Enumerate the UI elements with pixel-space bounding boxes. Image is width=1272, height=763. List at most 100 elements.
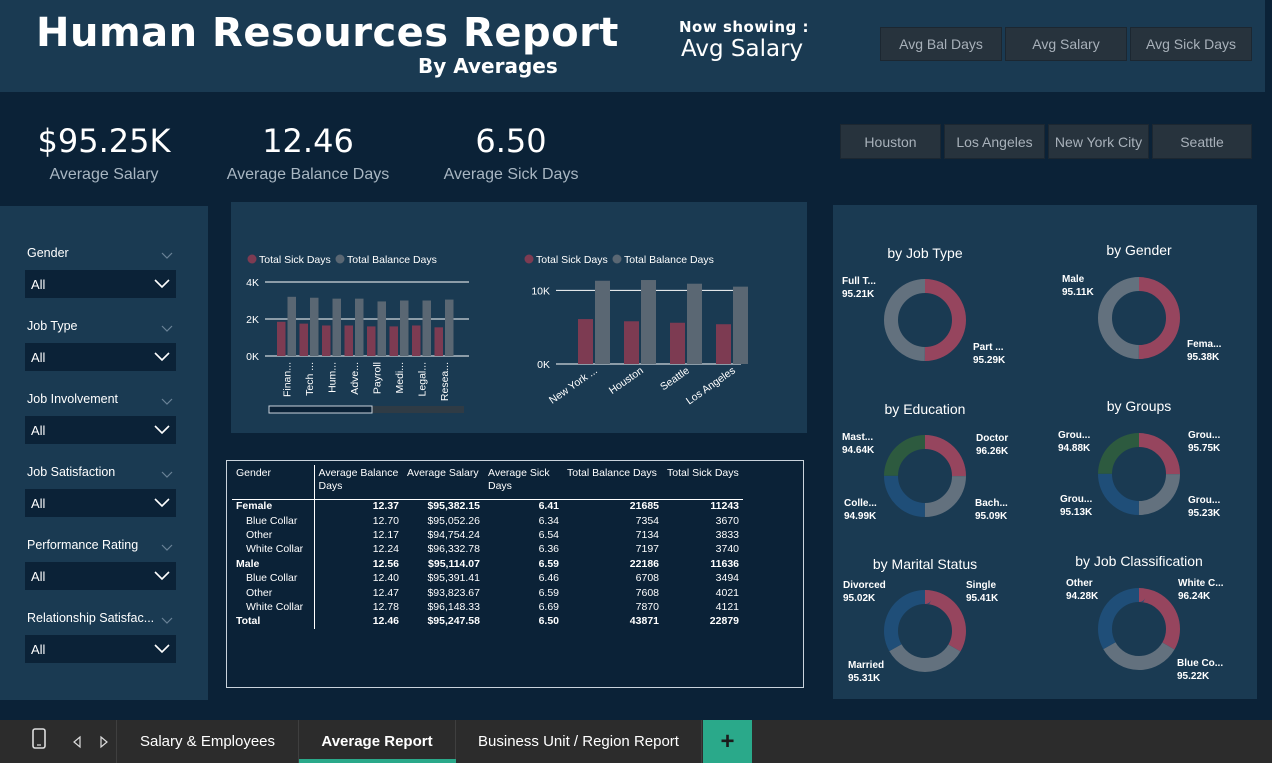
table-row: Male 12.56 $95,114.07 6.59 22186 11636 (232, 556, 743, 571)
bar-sick-days (412, 325, 421, 356)
table-row: Total 12.46 $95,247.58 6.50 43871 22879 (232, 614, 743, 629)
slice-label: Full T... (842, 276, 876, 287)
y-tick-label: 10K (531, 285, 550, 297)
donut-slice (884, 435, 966, 517)
add-page-button[interactable]: + (703, 720, 752, 763)
filter-label: Performance Rating (27, 538, 139, 552)
table-cell: 3494 (715, 572, 739, 585)
filter-dropdown[interactable]: All (25, 270, 176, 298)
filter-collapse-icon[interactable] (161, 539, 173, 557)
tab-salary-employees[interactable]: Salary & Employees (117, 720, 299, 763)
column-header[interactable]: Total Sick Days (667, 467, 739, 479)
legend-marker (612, 254, 622, 264)
slice-label: Grou... (1060, 494, 1093, 505)
table-row: White Collar 12.24 $96,332.78 6.36 7197 3740 (232, 542, 743, 557)
table-body: Female 12.37 $95,382.15 6.41 21685 11243 Blue … (232, 499, 743, 629)
column-header[interactable]: Average Balance Days (318, 467, 399, 492)
y-tick-label: 4K (246, 277, 259, 289)
slice-value: 95.38K (1187, 352, 1220, 363)
slice-label: Grou... (1188, 495, 1221, 506)
slice-value: 94.28K (1066, 591, 1099, 602)
avg-sick-days-button[interactable]: Avg Sick Days (1130, 27, 1252, 61)
table-cell: 6.59 (538, 586, 559, 599)
city-button-seattle[interactable]: Seattle (1152, 124, 1252, 159)
filter-value: All (31, 495, 46, 511)
donut-title: by Marital Status (872, 556, 978, 572)
bar-sick-days (389, 326, 398, 356)
legend-label: Total Sick Days (536, 254, 608, 266)
x-tick-label: Houston (607, 365, 646, 397)
bar-sick-days (624, 321, 639, 364)
chart-scrollbar-thumb (268, 405, 373, 414)
donut-data-label: Bach... 95.09K (975, 497, 1008, 523)
table-cell: $93,823.67 (427, 586, 480, 599)
table-cell: Other (232, 527, 315, 543)
bar-balance-days (287, 296, 296, 356)
report-title: Human Resources Report (36, 10, 619, 56)
tab-business-unit-region-report[interactable]: Business Unit / Region Report (456, 720, 702, 763)
filter-dropdown[interactable]: All (25, 343, 176, 371)
tab-average-report[interactable]: Average Report (299, 720, 456, 763)
column-header[interactable]: Gender (232, 465, 315, 499)
donut-chart (1098, 588, 1180, 670)
prev-page-icon[interactable] (72, 735, 82, 754)
city-button-los-angeles[interactable]: Los Angeles (944, 124, 1045, 159)
donut-data-label: Blue Co... 95.22K (1177, 657, 1223, 683)
next-page-icon[interactable] (99, 735, 109, 754)
filter-collapse-icon[interactable] (161, 466, 173, 484)
bar-charts-panel: Total Sick Days Total Balance Days 0K 2K 4K F… (231, 202, 807, 433)
donut-data-label: Part ... 95.29K (973, 341, 1005, 367)
slice-value: 95.21K (842, 289, 875, 300)
filter-dropdown[interactable]: All (25, 562, 176, 590)
donut-chart (884, 279, 966, 361)
filter-value: All (31, 276, 46, 292)
filter-collapse-icon[interactable] (161, 393, 173, 411)
donut-slice (884, 590, 966, 672)
donut-title: by Groups (1106, 398, 1172, 414)
table-cell: $94,754.24 (427, 528, 480, 541)
kpi-label: Average Sick Days (443, 166, 579, 183)
x-tick-label: Finan... (282, 362, 294, 397)
x-tick-label: Seattle (658, 365, 692, 394)
kpi-value: 12.46 (262, 122, 354, 160)
phone-layout-icon[interactable] (30, 727, 48, 756)
table-cell: 7870 (635, 600, 659, 613)
filter-dropdown[interactable]: All (25, 416, 176, 444)
table-cell: 3833 (715, 528, 739, 541)
table-cell: 4021 (715, 586, 739, 599)
filter-dropdown[interactable]: All (25, 635, 176, 663)
table-cell: $96,332.78 (427, 543, 480, 556)
city-button-new-york-city[interactable]: New York City (1048, 124, 1149, 159)
donut-title: by Job Classification (1075, 553, 1203, 569)
column-header[interactable]: Average Salary (407, 467, 479, 479)
y-tick-label: 0K (246, 351, 259, 363)
donut-data-label: Male 95.11K (1062, 273, 1094, 299)
filter-collapse-icon[interactable] (161, 320, 173, 338)
y-tick-label: 0K (537, 359, 550, 371)
bar-sick-days (344, 325, 353, 356)
avg-salary-button[interactable]: Avg Salary (1005, 27, 1127, 61)
x-tick-label: Legal... (417, 362, 429, 396)
table-cell: Blue Collar (232, 513, 315, 528)
donut-slice (1098, 433, 1180, 515)
filter-collapse-icon[interactable] (161, 247, 173, 265)
now-showing-value: Avg Salary (681, 36, 804, 62)
column-header[interactable]: Total Balance Days (567, 467, 657, 479)
table-cell: $95,391.41 (427, 572, 480, 585)
filter-collapse-icon[interactable] (161, 612, 173, 630)
avg-bal-days-button[interactable]: Avg Bal Days (880, 27, 1002, 61)
table-cell: White Collar (232, 542, 315, 557)
tab-divider (116, 720, 117, 763)
filter-dropdown[interactable]: All (25, 489, 176, 517)
column-header[interactable]: Average Sick Days (488, 467, 550, 492)
slice-value: 95.29K (973, 355, 1006, 366)
slice-label: Grou... (1058, 430, 1091, 441)
donut-data-label: Grou... 94.88K (1058, 429, 1090, 455)
city-button-houston[interactable]: Houston (840, 124, 941, 159)
slice-value: 95.02K (843, 593, 876, 604)
table-cell: 4121 (715, 600, 739, 613)
donut-slice (1098, 433, 1180, 515)
table-cell: 21685 (629, 500, 659, 513)
x-tick-label: Tech ... (304, 362, 316, 396)
bar-balance-days (422, 300, 431, 356)
